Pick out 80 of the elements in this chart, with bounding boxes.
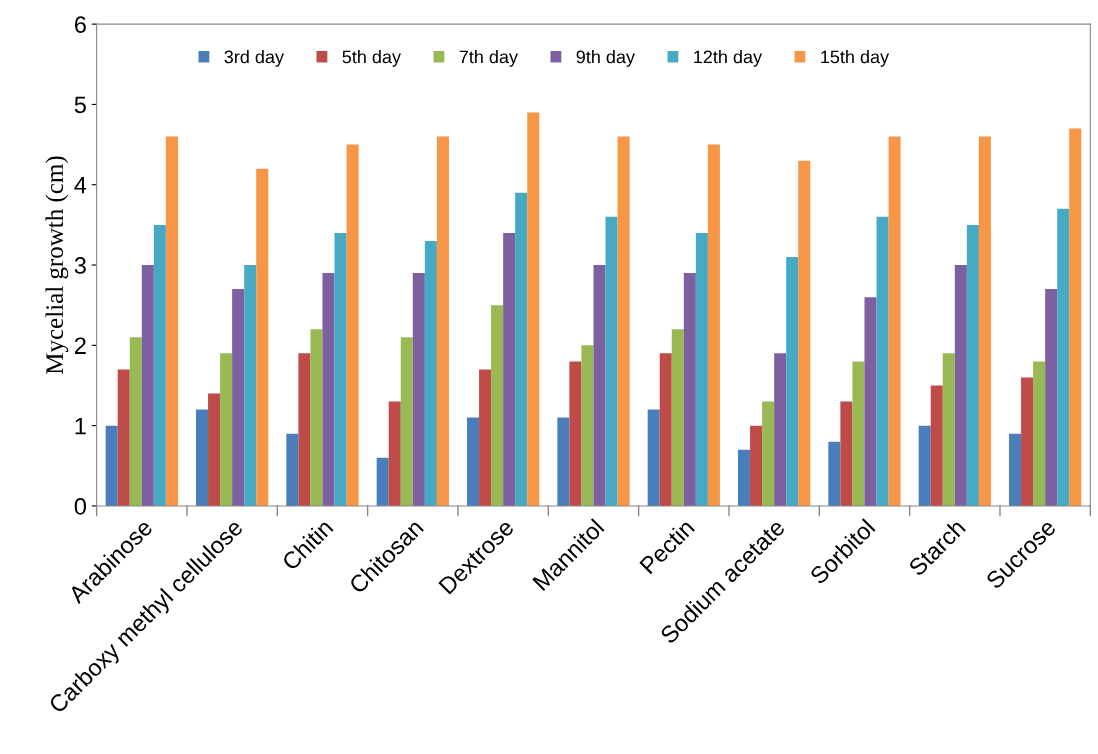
bar [762,401,775,506]
bar [798,160,811,506]
bar [388,401,401,506]
y-axis-title: Mycelial growth (cm) [45,156,69,374]
bar [774,353,787,506]
bar [786,257,799,506]
bar [208,393,221,506]
bar [695,232,708,506]
bar [1021,377,1034,506]
bar [864,297,877,506]
bar [888,136,901,506]
bar [647,409,660,506]
bar [1057,208,1070,506]
bar [942,353,955,506]
bar [467,417,480,506]
bar [220,353,233,506]
y-tick-label: 4 [74,177,87,194]
bar [412,273,425,506]
bar [954,265,967,506]
bar [376,457,389,506]
bar [671,329,684,506]
bar [659,353,672,506]
bar [346,144,359,506]
bar [852,361,865,506]
bar [876,216,889,506]
bar [1009,433,1022,506]
legend-label: 9th day [576,50,635,67]
bar [400,337,413,506]
bar [840,401,853,506]
bar [322,273,335,506]
y-tick-label: 5 [74,96,86,114]
bar [966,224,979,506]
bar [105,425,118,506]
bar [503,232,516,506]
bar [828,441,841,506]
bar [1033,361,1046,506]
legend-label: 12th day [694,50,762,67]
bar [617,136,630,506]
bar [424,240,437,506]
bar [153,224,166,506]
bar [605,216,618,506]
bar [479,369,492,506]
bar [918,425,931,506]
y-tick-label: 3 [74,257,86,274]
bar [232,289,245,506]
bar [334,232,347,506]
bar [298,353,311,506]
bar [436,136,449,506]
y-tick-label: 2 [74,337,86,354]
bar [1045,289,1058,506]
legend-label: 5th day [342,50,401,67]
bar [129,337,142,506]
bar [117,369,130,506]
legend-label: 7th day [459,50,518,67]
bar [738,449,751,506]
bar [310,329,323,506]
y-tick-label: 6 [74,16,86,33]
bar [581,345,594,506]
bar [244,265,257,506]
bar [1069,128,1082,506]
bar [165,136,178,506]
bar [515,192,528,506]
legend-label: 15th day [821,50,890,67]
bar [195,409,209,506]
bar [569,361,582,506]
bar [930,385,943,506]
bar [557,417,570,506]
bar [256,168,269,506]
y-tick-label: 0 [74,498,86,515]
bar [527,112,540,506]
bar [683,273,696,506]
bar [286,433,299,506]
bar [707,144,720,506]
bar [491,305,504,506]
y-tick-label: 1 [75,417,86,435]
bar [593,265,606,506]
bar [978,136,991,506]
bar [750,425,763,506]
bar [141,265,154,506]
legend-label: 3rd day [224,50,284,67]
